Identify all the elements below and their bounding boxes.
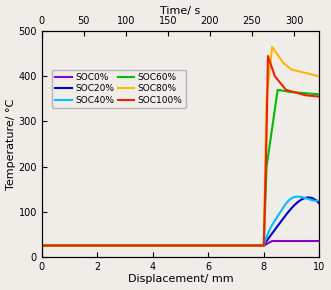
SOC80% — [179, 244, 183, 247]
SOC0% — [246, 244, 250, 247]
SOC100% — [230, 244, 234, 247]
SOC0% — [241, 244, 245, 247]
SOC20% — [284, 214, 288, 217]
SOC60% — [71, 244, 75, 247]
Line: SOC0%: SOC0% — [42, 241, 319, 246]
SOC0% — [253, 244, 257, 247]
SOC40% — [305, 197, 308, 200]
SOC40% — [317, 199, 321, 202]
SOC100% — [219, 244, 223, 247]
SOC100% — [40, 244, 44, 247]
SOC80% — [176, 244, 180, 247]
SOC80% — [40, 244, 44, 247]
SOC80% — [192, 244, 196, 247]
SOC20% — [42, 244, 46, 247]
SOC0% — [317, 239, 321, 243]
SOC100% — [112, 244, 116, 247]
SOC60% — [40, 244, 44, 247]
SOC40% — [42, 244, 46, 247]
SOC80% — [46, 244, 50, 247]
SOC40% — [285, 201, 289, 204]
Line: SOC40%: SOC40% — [42, 197, 319, 246]
Line: SOC60%: SOC60% — [42, 90, 319, 246]
SOC80% — [317, 75, 321, 78]
SOC80% — [270, 45, 274, 49]
SOC20% — [307, 196, 310, 199]
SOC60% — [208, 244, 212, 247]
SOC0% — [103, 244, 107, 247]
SOC60% — [141, 244, 145, 247]
Line: SOC100%: SOC100% — [42, 56, 319, 246]
Line: SOC80%: SOC80% — [42, 47, 319, 246]
SOC20% — [304, 196, 308, 200]
SOC100% — [266, 54, 270, 58]
Line: SOC20%: SOC20% — [42, 197, 319, 246]
X-axis label: Time/ s: Time/ s — [161, 6, 201, 16]
Legend: SOC0%, SOC20%, SOC40%, SOC60%, SOC80%, SOC100%: SOC0%, SOC20%, SOC40%, SOC60%, SOC80%, S… — [52, 70, 186, 108]
SOC0% — [172, 244, 176, 247]
SOC20% — [310, 196, 314, 200]
SOC0% — [248, 244, 252, 247]
SOC60% — [210, 244, 214, 247]
SOC60% — [42, 244, 46, 247]
SOC100% — [317, 95, 321, 98]
SOC20% — [285, 212, 289, 215]
SOC40% — [283, 203, 287, 206]
SOC20% — [40, 244, 44, 247]
SOC40% — [40, 244, 44, 247]
SOC20% — [283, 214, 287, 218]
SOC100% — [250, 244, 254, 247]
SOC0% — [40, 244, 44, 247]
SOC100% — [261, 244, 265, 247]
X-axis label: Displacement/ mm: Displacement/ mm — [128, 274, 233, 284]
SOC20% — [317, 202, 321, 205]
SOC100% — [208, 244, 212, 247]
SOC60% — [276, 88, 280, 92]
Y-axis label: Temperature/ °C: Temperature/ °C — [6, 98, 16, 190]
SOC0% — [270, 239, 274, 243]
SOC60% — [290, 90, 294, 94]
SOC80% — [244, 244, 248, 247]
SOC40% — [310, 198, 314, 202]
SOC80% — [201, 244, 205, 247]
SOC60% — [317, 93, 321, 96]
SOC40% — [284, 202, 288, 206]
SOC40% — [296, 195, 300, 198]
